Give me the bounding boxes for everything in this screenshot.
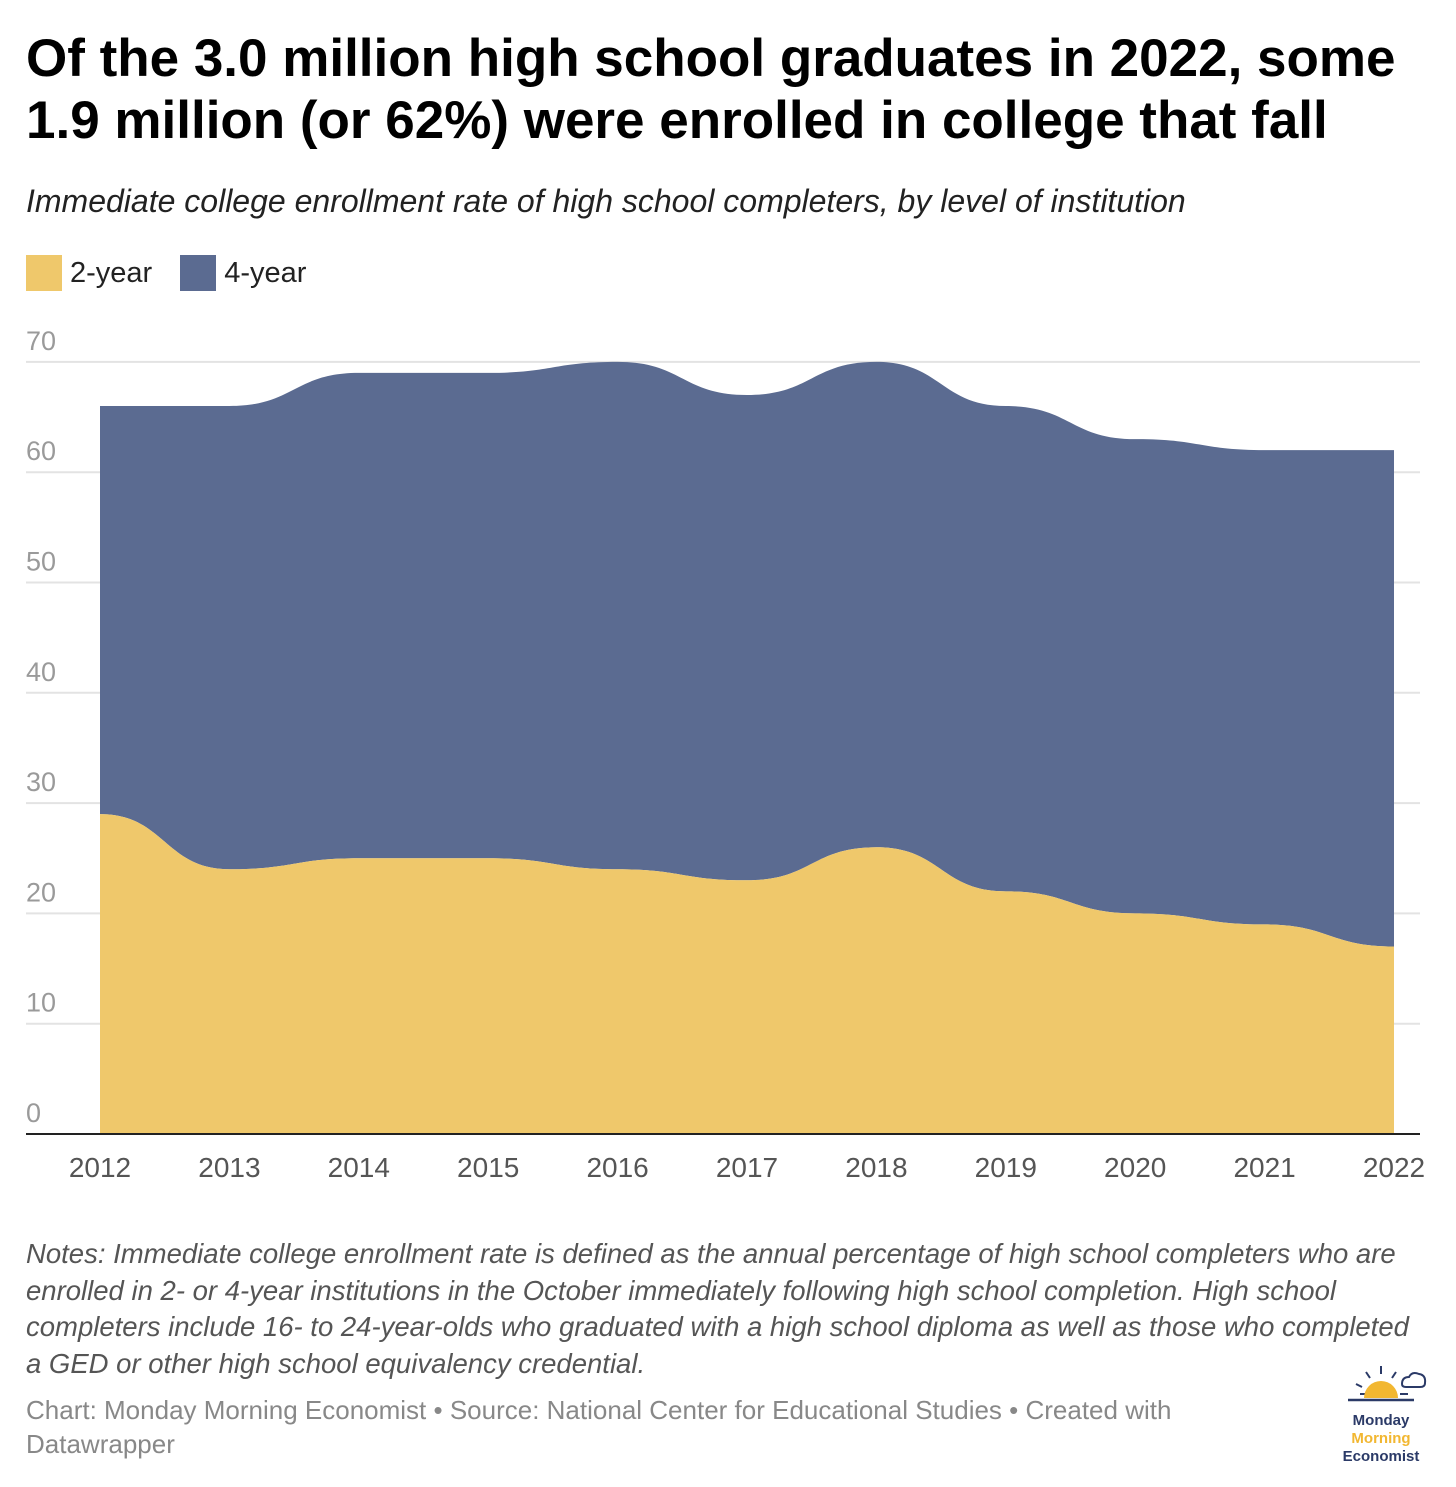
y-tick-label-60: 60	[26, 436, 56, 466]
x-tick-label-2020: 2020	[1104, 1152, 1166, 1183]
x-tick-label-2014: 2014	[328, 1152, 390, 1183]
series-areas	[100, 361, 1394, 1134]
legend-item-4-year: 4-year	[180, 255, 306, 291]
monday-morning-economist-logo: Monday Morning Economist	[1326, 1360, 1436, 1470]
y-tick-label-10: 10	[26, 988, 56, 1018]
y-tick-label-0: 0	[26, 1098, 41, 1128]
logo-text-economist: Economist	[1342, 1448, 1420, 1465]
y-tick-label-30: 30	[26, 767, 56, 797]
legend-label-2-year: 2-year	[70, 256, 153, 289]
x-tick-label-2019: 2019	[975, 1152, 1037, 1183]
x-tick-label-2022: 2022	[1363, 1152, 1425, 1183]
y-axis-ticks: 0 10 20 30 40 50 60 70	[26, 326, 56, 1128]
x-axis-ticks: 2012 2013 2014 2015 2016 2017 2018 2019 2020 2021…	[69, 1152, 1425, 1183]
chart-subtitle: Immediate college enrollment rate of hig…	[26, 183, 1186, 219]
y-tick-label-20: 20	[26, 877, 56, 907]
x-tick-label-2017: 2017	[716, 1152, 778, 1183]
legend-swatch-4-year	[180, 255, 217, 291]
x-tick-label-2015: 2015	[457, 1152, 519, 1183]
x-tick-label-2021: 2021	[1233, 1152, 1295, 1183]
chart-footer: Chart: Monday Morning Economist • Source…	[26, 1395, 1172, 1459]
sunrise-cloud-icon	[1348, 1366, 1427, 1402]
chart-title: Of the 3.0 million high school graduates…	[26, 29, 1396, 150]
legend-label-4-year: 4-year	[224, 256, 307, 289]
y-tick-label-50: 50	[26, 547, 56, 577]
chart-notes: Notes: Immediate college enrollment rate…	[26, 1238, 1409, 1379]
area-2-year	[100, 814, 1394, 1134]
y-tick-label-40: 40	[26, 657, 56, 687]
area-4-year	[100, 361, 1394, 947]
legend: 2-year 4-year	[26, 253, 334, 293]
logo-text-morning: Morning	[1351, 1430, 1411, 1447]
x-tick-label-2018: 2018	[845, 1152, 907, 1183]
x-tick-label-2016: 2016	[586, 1152, 648, 1183]
area-chart: 0 10 20 30 40 50 60 70 2012 2013 2014 2015 2016 2017…	[26, 326, 1425, 1183]
logo-text-monday: Monday	[1352, 1412, 1410, 1429]
y-tick-label-70: 70	[26, 326, 56, 356]
legend-item-2-year: 2-year	[26, 255, 152, 291]
x-tick-label-2012: 2012	[69, 1152, 131, 1183]
legend-swatch-2-year	[26, 255, 62, 291]
x-tick-label-2013: 2013	[198, 1152, 260, 1183]
